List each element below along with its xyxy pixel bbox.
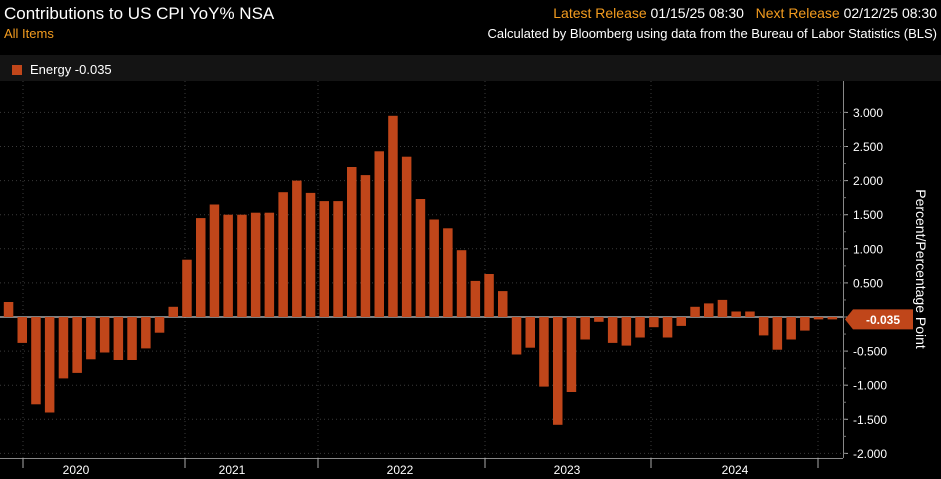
y-tick-label: 1.500 [853, 208, 883, 222]
bar-Oct-20[interactable] [141, 317, 151, 349]
bar-Sep-22[interactable] [456, 250, 467, 317]
bar-Jan-21[interactable] [182, 259, 192, 317]
x-tick-label: 2022 [387, 463, 414, 477]
bar-Aug-23[interactable] [607, 317, 618, 343]
bar-Jun-24[interactable] [745, 311, 755, 318]
bar-Nov-20[interactable] [154, 317, 165, 333]
bar-May-24[interactable] [731, 311, 741, 318]
bar-Mar-23[interactable] [539, 317, 549, 387]
release-info: Latest Release 01/15/25 08:30 Next Relea… [553, 5, 937, 21]
bar-Dec-20[interactable] [168, 306, 179, 317]
y-tick-label: 2.000 [853, 174, 883, 188]
bar-Feb-21[interactable] [196, 218, 206, 317]
bar-Sep-20[interactable] [127, 317, 137, 360]
bar-Apr-20[interactable] [58, 317, 69, 379]
bar-Oct-22[interactable] [470, 280, 481, 317]
bar-Jan-24[interactable] [676, 317, 687, 326]
latest-release-value: 01/15/25 08:30 [650, 5, 744, 21]
last-value-tag [845, 309, 913, 330]
bar-Mar-20[interactable] [44, 317, 55, 413]
y-tick-label: 1.000 [853, 242, 883, 256]
next-release-label: Next Release [755, 5, 840, 21]
bar-May-22[interactable] [401, 156, 412, 317]
chart-title: Contributions to US CPI YoY% NSA [4, 4, 275, 23]
y-tick-label: -1.000 [853, 379, 887, 393]
bar-Mar-24[interactable] [704, 303, 714, 317]
bar-Jul-22[interactable] [429, 219, 439, 318]
bar-Jun-21[interactable] [250, 212, 261, 317]
legend-swatch [12, 64, 22, 75]
bar-Jul-21[interactable] [264, 212, 275, 317]
bar-Nov-23[interactable] [649, 317, 659, 328]
y-tick-label: 2.500 [853, 140, 883, 154]
chart-subtitle[interactable]: All Items [4, 26, 54, 41]
bar-Feb-22[interactable] [360, 175, 371, 317]
bar-Feb-24[interactable] [690, 306, 700, 317]
bar-Dec-19[interactable] [3, 302, 14, 317]
bar-Jan-23[interactable] [511, 317, 522, 355]
bar-Jul-23[interactable] [594, 317, 604, 322]
bar-Jul-20[interactable] [99, 317, 110, 353]
bar-Oct-21[interactable] [305, 192, 316, 317]
bar-Sep-23[interactable] [621, 317, 632, 346]
chart[interactable]: 3.0002.5002.0001.5001.0000.5000.000-0.50… [0, 81, 941, 479]
bar-Aug-20[interactable] [113, 317, 124, 360]
bar-Nov-24[interactable] [813, 317, 824, 320]
bar-May-20[interactable] [72, 317, 82, 373]
y-tick-label: -1.500 [853, 413, 887, 427]
y-tick-label: -0.500 [853, 345, 887, 359]
bar-Nov-22[interactable] [484, 274, 494, 317]
bar-Mar-22[interactable] [374, 151, 385, 317]
bar-Oct-24[interactable] [800, 317, 810, 331]
bar-Aug-24[interactable] [772, 317, 783, 350]
legend[interactable]: Energy -0.035 [12, 62, 112, 77]
bar-Jul-24[interactable] [758, 317, 769, 336]
x-tick-label: 2024 [722, 463, 749, 477]
bar-Feb-23[interactable] [525, 317, 536, 348]
bar-Apr-23[interactable] [553, 317, 563, 425]
legend-band [0, 55, 941, 81]
bar-Aug-21[interactable] [278, 192, 288, 317]
y-axis-title: Percent/Percentage Point [913, 189, 929, 349]
bar-Nov-21[interactable] [319, 201, 330, 317]
x-tick-label: 2021 [219, 463, 246, 477]
bar-Apr-22[interactable] [388, 115, 398, 317]
y-tick-label: 0.500 [853, 276, 883, 290]
bar-Jun-20[interactable] [86, 317, 96, 360]
bar-Sep-21[interactable] [292, 180, 302, 317]
bar-May-23[interactable] [566, 317, 577, 392]
bar-Oct-23[interactable] [635, 317, 645, 338]
bar-Jun-23[interactable] [580, 317, 590, 340]
bar-Apr-24[interactable] [717, 299, 728, 317]
bar-Dec-24[interactable] [827, 317, 838, 320]
bar-Jan-20[interactable] [17, 317, 28, 343]
bar-Dec-23[interactable] [662, 317, 673, 338]
bar-May-21[interactable] [237, 214, 247, 317]
source-note: Calculated by Bloomberg using data from … [487, 26, 937, 41]
latest-release-label: Latest Release [553, 5, 647, 21]
bar-Jan-22[interactable] [347, 167, 357, 317]
bar-Apr-21[interactable] [223, 214, 233, 317]
bar-Aug-22[interactable] [443, 228, 453, 317]
next-release-value: 02/12/25 08:30 [843, 5, 937, 21]
bar-Sep-24[interactable] [786, 317, 796, 340]
bar-Dec-22[interactable] [498, 291, 508, 317]
bar-Mar-21[interactable] [209, 204, 220, 318]
last-value-label: -0.035 [866, 313, 900, 327]
bar-Dec-21[interactable] [333, 201, 343, 317]
bar-Jun-22[interactable] [415, 199, 426, 317]
x-tick-label: 2020 [63, 463, 90, 477]
x-tick-label: 2023 [554, 463, 581, 477]
y-tick-label: 3.000 [853, 106, 883, 120]
bar-Feb-20[interactable] [31, 317, 41, 405]
y-tick-label: -2.000 [853, 447, 887, 461]
legend-label: Energy -0.035 [30, 62, 112, 77]
